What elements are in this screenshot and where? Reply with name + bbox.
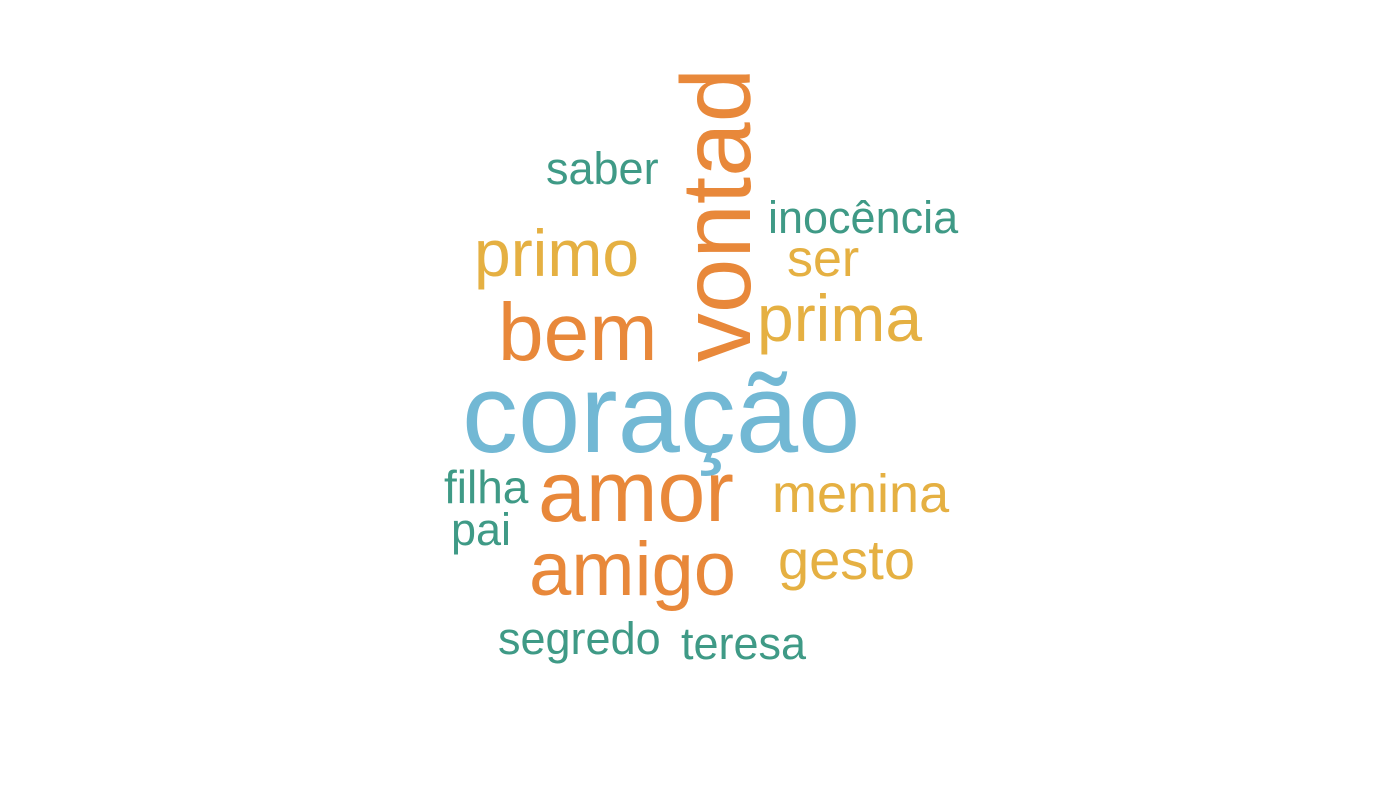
word-primo: primo [474, 216, 640, 290]
word-saber: saber [546, 143, 659, 194]
word-vontad: vontad [661, 67, 771, 363]
word-bem: bem [498, 287, 658, 378]
word-amigo: amigo [529, 527, 736, 612]
word-segredo: segredo [498, 613, 661, 664]
word-ser: ser [787, 230, 860, 288]
word-inocencia: inocência [768, 192, 959, 243]
word-gesto: gesto [778, 528, 915, 591]
word-teresa: teresa [681, 618, 807, 669]
word-pai: pai [451, 504, 512, 555]
word-coracao: coração [462, 351, 861, 476]
word-menina: menina [772, 464, 950, 524]
word-vontad-container: vontad [661, 60, 771, 370]
word-amor: amor [538, 444, 734, 540]
word-prima: prima [757, 281, 923, 355]
word-filha: filha [444, 461, 529, 513]
